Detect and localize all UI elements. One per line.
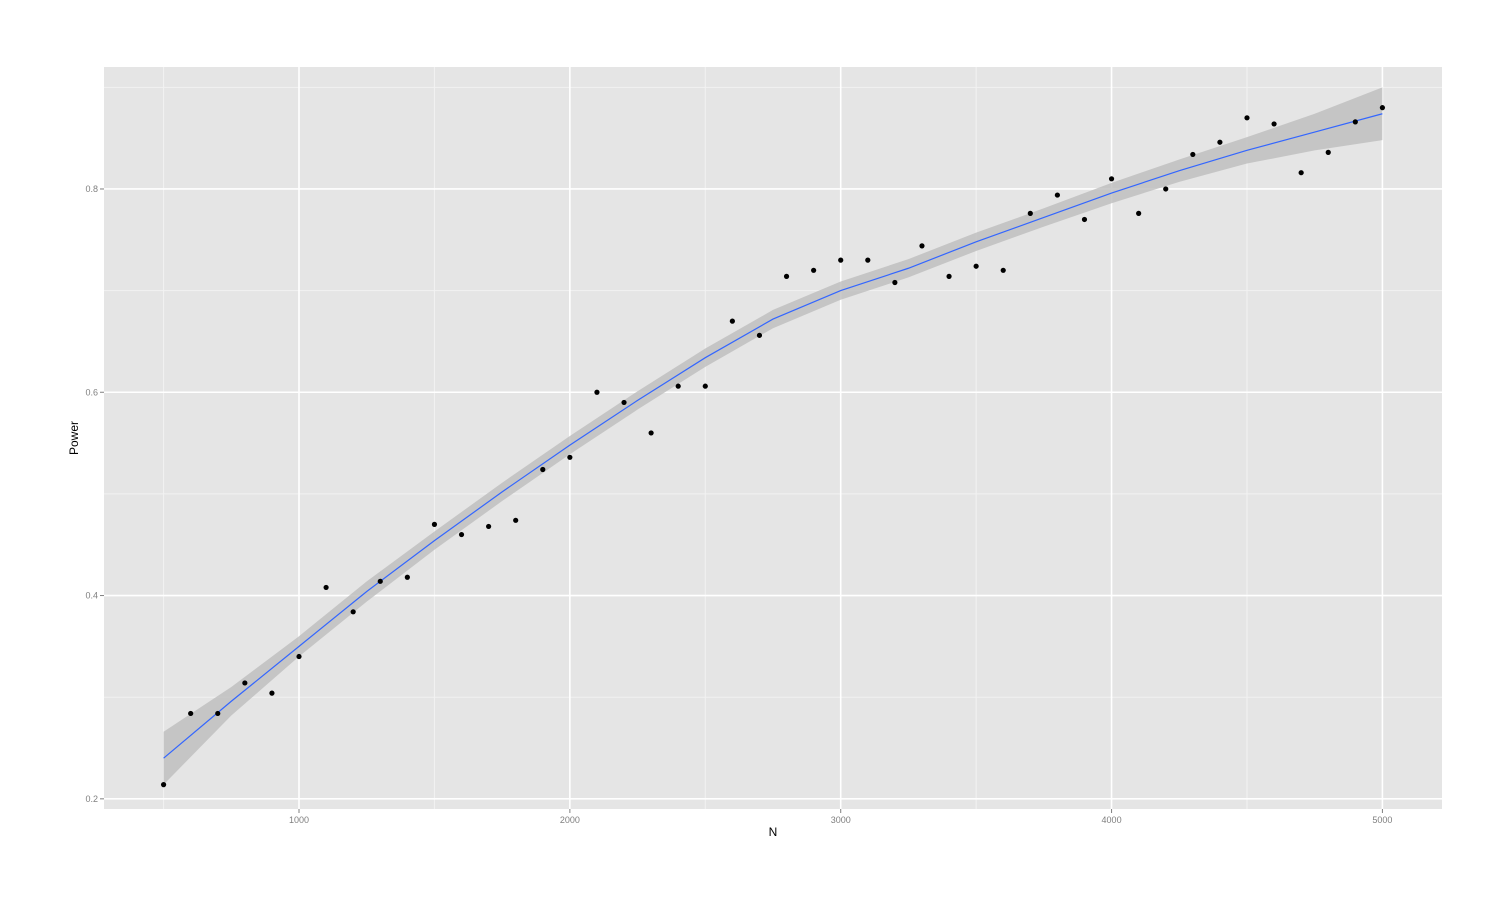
data-point [540,466,546,473]
data-point [702,383,708,389]
data-point [1027,210,1033,216]
x-axis-title: N [769,825,778,839]
data-point [323,584,329,591]
data-point [1217,139,1223,145]
data-point [242,680,248,686]
x-tick-label: 4000 [1102,815,1122,825]
data-point [513,517,519,523]
data-point [1136,210,1142,216]
smooth-line [163,113,1383,759]
data-point [811,267,817,273]
data-point [269,690,275,696]
data-point [675,383,681,389]
data-point [838,257,844,263]
x-tick-label: 2000 [560,815,580,825]
data-points [160,105,1386,788]
data-point [594,389,600,395]
data-point [1081,216,1088,223]
data-point [1244,115,1250,121]
data-point [377,578,383,584]
data-point [215,710,221,717]
y-tick-label: 0.6 [85,387,98,397]
x-axis-ticks: 1000 2000 3000 4000 5000 [289,809,1392,825]
y-tick-label: 0.2 [85,794,98,804]
y-tick-label: 0.8 [85,184,98,194]
data-point [458,531,465,538]
data-point [865,257,871,263]
data-point [486,523,492,530]
data-point [160,782,167,788]
y-axis-title: Power [67,421,81,455]
minor-grid [104,67,1442,809]
data-point [567,454,573,460]
data-point [1325,149,1331,155]
data-point [404,574,410,580]
data-point [648,430,654,436]
data-point [783,273,790,279]
data-point [1000,267,1006,273]
data-point [946,273,952,279]
major-grid [104,67,1442,809]
data-point [621,399,627,406]
data-point [973,263,979,269]
data-point [756,332,763,338]
data-point [350,609,356,615]
confidence-band [163,87,1383,785]
data-point [729,318,735,324]
data-point [1271,121,1277,127]
data-point [1054,192,1060,198]
data-point [431,521,438,527]
y-tick-label: 0.4 [85,591,98,601]
data-point [919,243,925,249]
data-point [1352,119,1358,125]
data-point [1379,105,1386,111]
y-axis-ticks: 0.2 0.4 0.6 0.8 [85,184,104,804]
data-point [296,653,302,660]
data-point [1108,176,1115,182]
x-tick-label: 5000 [1372,815,1392,825]
x-tick-label: 3000 [831,815,851,825]
data-point [892,279,898,286]
plot-panel [104,67,1442,809]
data-point [1190,151,1196,158]
x-tick-label: 1000 [289,815,309,825]
data-point [1163,186,1169,192]
data-point [1298,170,1304,176]
data-point [188,710,194,717]
